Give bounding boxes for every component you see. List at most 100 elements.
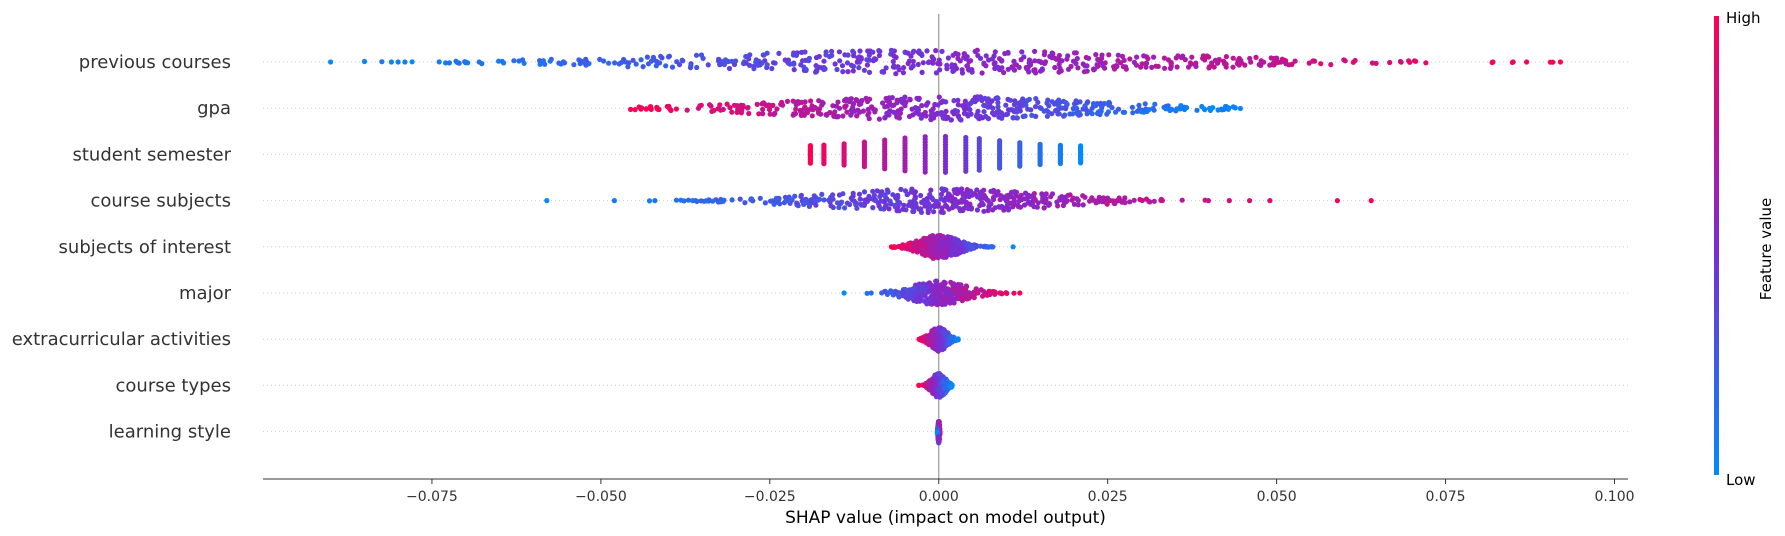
shap-point — [1137, 196, 1143, 203]
feature-label: course types — [116, 375, 231, 396]
shap-point — [1223, 104, 1229, 110]
shap-point — [1036, 58, 1042, 64]
shap-point — [1016, 194, 1022, 200]
shap-point — [764, 62, 770, 68]
shap-point — [1045, 109, 1051, 115]
shap-point — [1098, 59, 1104, 65]
shap-point — [1119, 199, 1125, 205]
shap-point — [625, 64, 631, 70]
shap-point — [1151, 198, 1157, 204]
shap-point — [813, 69, 819, 75]
shap-point — [804, 109, 810, 115]
shap-point — [1011, 102, 1018, 108]
shap-point — [917, 298, 923, 304]
shap-point — [1019, 49, 1025, 55]
shap-point — [729, 197, 735, 203]
shap-point — [1017, 290, 1023, 296]
shap-point — [900, 290, 907, 296]
shap-point — [960, 207, 966, 214]
shap-point — [638, 57, 644, 63]
shap-point — [1112, 200, 1118, 207]
shap-point — [1011, 290, 1017, 296]
shap-point — [443, 60, 449, 66]
shap-point — [906, 113, 913, 120]
feature-labels: previous courses gpa student semester cours… — [12, 52, 232, 443]
shap-point — [606, 60, 612, 66]
shap-point — [995, 104, 1001, 110]
shap-point — [981, 208, 987, 214]
shap-point — [907, 96, 913, 102]
shap-point — [877, 48, 883, 54]
shap-point — [928, 187, 934, 193]
shap-point — [919, 69, 925, 75]
shap-point — [934, 429, 941, 435]
shap-point — [1205, 198, 1211, 204]
shap-point — [839, 63, 846, 69]
feature-label: subjects of interest — [59, 237, 231, 258]
shap-point — [1289, 61, 1295, 67]
shap-point — [1267, 198, 1273, 204]
shap-point — [1057, 160, 1063, 167]
shap-point — [1025, 106, 1031, 112]
shap-point — [857, 196, 863, 202]
x-tick-label: 0.100 — [1594, 489, 1634, 505]
shap-point — [974, 47, 980, 53]
shap-point — [1049, 191, 1056, 197]
shap-point — [1341, 57, 1347, 63]
x-tick-label: −0.050 — [575, 489, 627, 505]
shap-point — [1055, 203, 1061, 209]
shap-point — [918, 115, 924, 121]
shap-point — [808, 98, 814, 104]
shap-point — [511, 58, 517, 64]
shap-point — [1199, 103, 1205, 110]
shap-point — [742, 200, 748, 206]
shap-point — [886, 95, 892, 101]
shap-point — [1029, 112, 1035, 118]
shap-point — [943, 99, 949, 105]
shap-point — [981, 244, 987, 250]
shap-point — [1068, 63, 1074, 69]
shap-point — [934, 326, 940, 333]
shap-point — [894, 97, 900, 103]
shap-point — [716, 56, 722, 63]
shap-point — [666, 53, 673, 59]
shap-point — [409, 59, 415, 65]
shap-point — [1089, 105, 1095, 111]
shap-point — [965, 113, 971, 119]
shap-point — [787, 200, 793, 206]
shap-point — [1005, 66, 1011, 72]
shap-point — [1237, 105, 1243, 112]
shap-point — [834, 200, 841, 206]
shap-point — [826, 54, 833, 60]
shap-point — [1215, 107, 1221, 113]
shap-point — [1212, 57, 1218, 63]
shap-point — [922, 169, 928, 175]
shap-point — [643, 106, 649, 112]
shap-point — [1200, 53, 1206, 59]
shap-point — [912, 105, 919, 111]
shap-point — [828, 203, 834, 209]
shap-point — [626, 60, 632, 66]
shap-point — [729, 58, 735, 64]
x-tick-label: 0.000 — [919, 489, 959, 505]
shap-point — [919, 103, 925, 109]
shap-point — [673, 106, 680, 112]
colorbar-high-label: High — [1726, 9, 1760, 27]
shap-point — [920, 281, 926, 287]
shap-point — [934, 252, 940, 258]
shap-point — [864, 290, 870, 296]
shap-point — [973, 290, 979, 296]
shap-point — [1221, 61, 1228, 67]
shap-point — [850, 48, 856, 54]
shap-point — [930, 57, 936, 63]
shap-point — [997, 197, 1003, 203]
shap-point — [905, 191, 911, 197]
shap-point — [1008, 194, 1014, 200]
shap-point — [1089, 111, 1095, 117]
shap-point — [925, 201, 931, 208]
shap-point — [770, 60, 777, 66]
shap-point — [446, 60, 452, 66]
shap-point — [938, 301, 944, 307]
shap-point — [1026, 69, 1032, 75]
shap-point — [984, 292, 990, 298]
